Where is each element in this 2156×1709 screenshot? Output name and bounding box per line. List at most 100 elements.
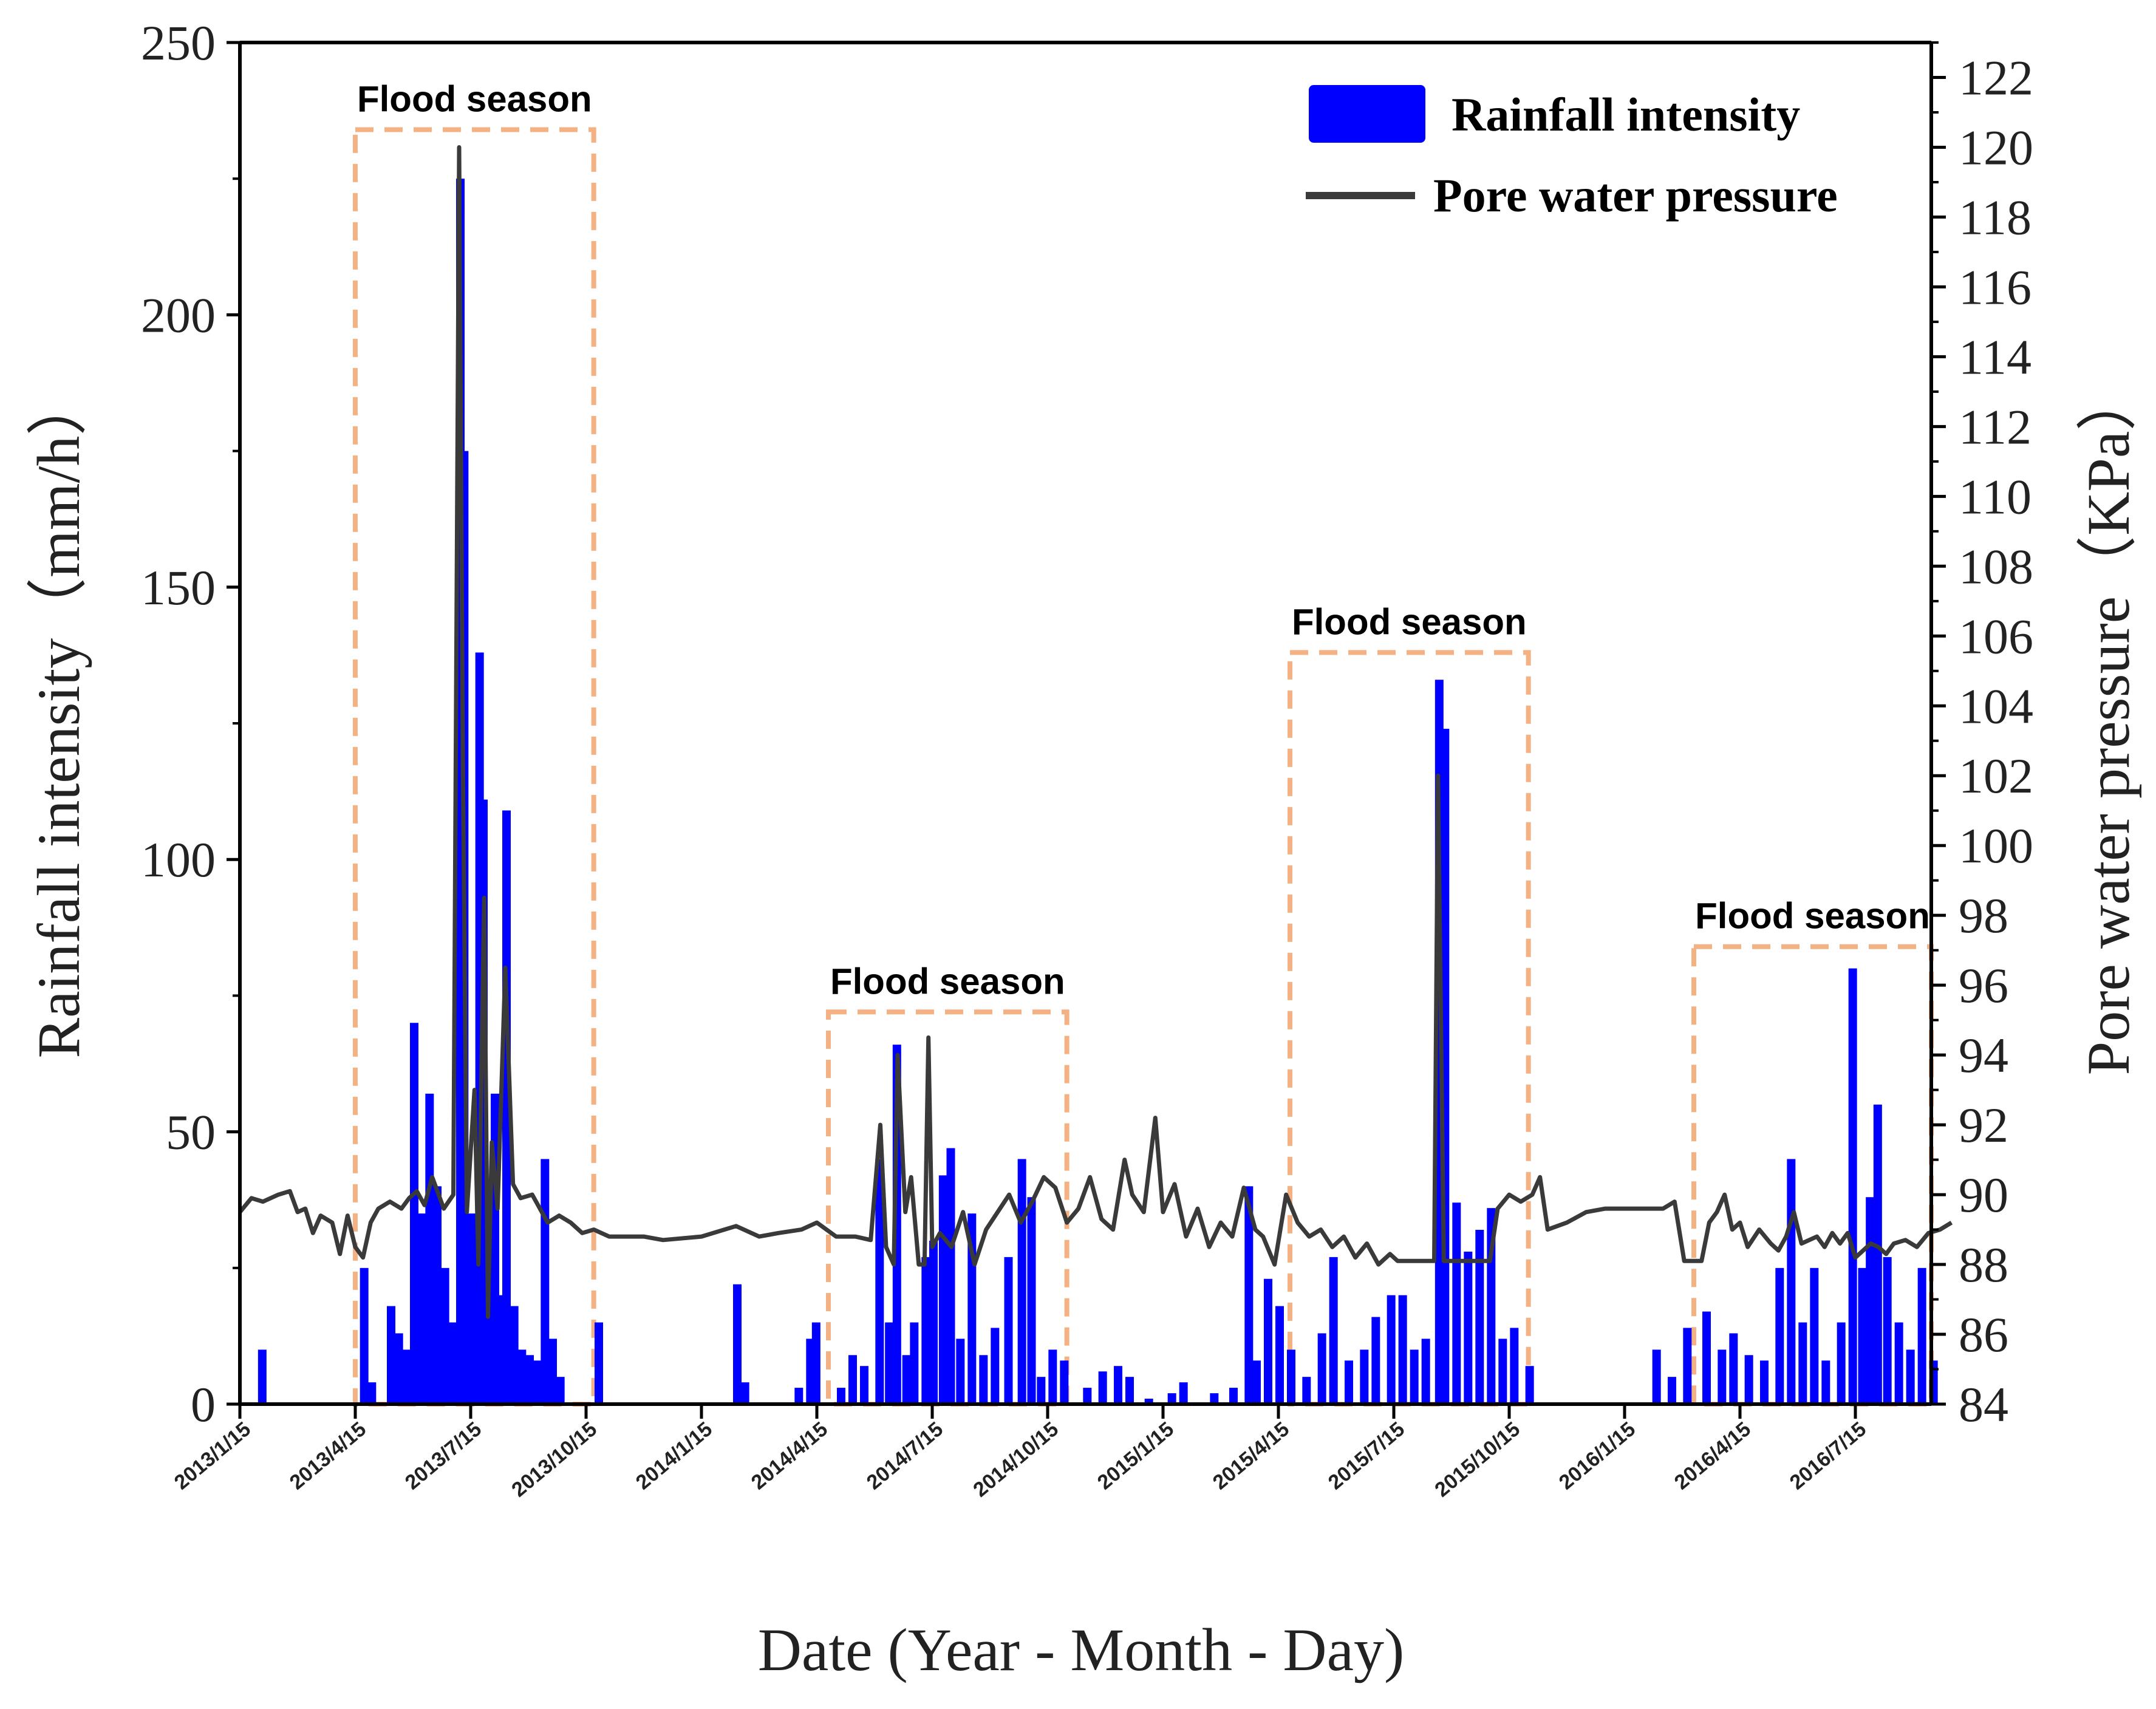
rainfall-bar-27 <box>548 1339 557 1404</box>
rainfall-bar-2 <box>360 1267 369 1404</box>
rainfall-bar-103 <box>1837 1322 1846 1404</box>
x-tick-label-13: 2016/1/15 <box>1555 1417 1640 1494</box>
rainfall-bar-89 <box>1525 1366 1534 1404</box>
rainfall-bar-59 <box>1114 1366 1122 1404</box>
rainfall-bar-102 <box>1821 1360 1830 1404</box>
rainfall-bar-8 <box>417 1213 426 1404</box>
rainfall-bar-68 <box>1264 1278 1272 1404</box>
rainfall-bar-97 <box>1760 1360 1769 1404</box>
x-tick-label-9: 2015/1/15 <box>1093 1417 1178 1494</box>
y-tick-label-250: 250 <box>141 15 216 70</box>
rainfall-bar-51 <box>1004 1257 1013 1404</box>
rainfall-bar-63 <box>1179 1382 1188 1404</box>
rainfall-bar-36 <box>848 1355 857 1404</box>
x-tick-label-3: 2013/7/15 <box>401 1417 486 1494</box>
rainfall-bar-75 <box>1360 1349 1369 1404</box>
rainfall-bar-60 <box>1125 1377 1134 1404</box>
y2-tick-label-114: 114 <box>1959 329 2031 384</box>
rainfall-bar-58 <box>1098 1371 1107 1404</box>
rainfall-bar-109 <box>1894 1322 1903 1404</box>
rainfall-bar-42 <box>910 1322 919 1404</box>
y2-tick-label-108: 108 <box>1959 539 2033 594</box>
rainfall-bar-46 <box>946 1148 955 1404</box>
rainfall-bar-74 <box>1345 1360 1353 1404</box>
rainfall-bar-57 <box>1083 1388 1092 1404</box>
x-tick-label-12: 2015/10/15 <box>1430 1417 1524 1501</box>
rainfall-bar-110 <box>1906 1349 1915 1404</box>
rainfall-bar-64 <box>1210 1393 1219 1404</box>
x-tick-label-8: 2014/10/15 <box>969 1417 1063 1501</box>
rainfall-bar-30 <box>733 1284 742 1404</box>
rainfall-bar-35 <box>837 1388 845 1404</box>
rainfall-bar-85 <box>1475 1230 1484 1404</box>
y2-axis-title: Pore water pressure（KPa） <box>2075 370 2142 1076</box>
rainfall-bar-79 <box>1410 1349 1419 1404</box>
rainfall-bar-10 <box>433 1186 442 1404</box>
flood-season-label-3: Flood season <box>1292 601 1527 642</box>
rainfall-bar-104 <box>1848 968 1857 1404</box>
rainfall-bar-38 <box>875 1159 884 1404</box>
rainfall-bar-24 <box>525 1355 534 1404</box>
rainfall-bar-93 <box>1702 1311 1711 1404</box>
pore-pressure-line <box>238 145 1953 1319</box>
legend-label-pressure: Pore water pressure <box>1433 169 1838 222</box>
rainfall-bar-111 <box>1917 1267 1926 1404</box>
x-tick-label-11: 2015/7/15 <box>1324 1417 1409 1494</box>
rainfall-bar-70 <box>1287 1349 1295 1404</box>
y-tick-label-200: 200 <box>141 287 216 343</box>
rainfall-bar-56 <box>1060 1360 1069 1404</box>
y2-tick-label-106: 106 <box>1959 609 2033 664</box>
rainfall-bar-47 <box>956 1339 965 1404</box>
rainfall-bar-66 <box>1244 1186 1254 1404</box>
rainfall-bar-44 <box>929 1240 938 1404</box>
rainfall-bar-1 <box>258 1349 267 1404</box>
rainfall-bar-98 <box>1775 1267 1784 1404</box>
y-tick-label-100: 100 <box>141 832 216 887</box>
rainfall-bar-53 <box>1027 1197 1036 1404</box>
x-tick-label-7: 2014/7/15 <box>862 1417 947 1494</box>
rainfall-bar-80 <box>1421 1339 1430 1404</box>
rainfall-bar-28 <box>556 1377 565 1404</box>
y2-tick-label-100: 100 <box>1959 818 2033 873</box>
rainfall-bar-49 <box>979 1355 988 1404</box>
rainfall-bar-45 <box>938 1175 947 1404</box>
rainfall-bar-7 <box>410 1023 418 1404</box>
rainfall-bar-54 <box>1037 1377 1046 1404</box>
y2-tick-label-98: 98 <box>1959 888 2008 943</box>
x-tick-label-10: 2015/4/15 <box>1209 1417 1294 1494</box>
rainfall-bar-77 <box>1387 1295 1396 1404</box>
rainfall-bar-52 <box>1017 1159 1026 1404</box>
rainfall-bar-91 <box>1668 1377 1676 1404</box>
legend-label-rainfall: Rainfall intensity <box>1452 88 1800 141</box>
rainfall-bar-22 <box>510 1306 519 1404</box>
rainfall-bar-67 <box>1252 1360 1261 1404</box>
y2-tick-label-122: 122 <box>1959 50 2033 105</box>
flood-season-box-1 <box>353 127 596 1407</box>
rainfall-bar-87 <box>1498 1339 1507 1404</box>
rainfall-bar-106 <box>1866 1197 1875 1404</box>
y2-tick-label-90: 90 <box>1959 1167 2008 1223</box>
x-tick-label-2: 2013/4/15 <box>285 1417 370 1494</box>
y2-tick-label-104: 104 <box>1959 678 2033 734</box>
rainfall-bar-9 <box>425 1093 434 1404</box>
rainfall-bar-6 <box>402 1349 411 1404</box>
rainfall-bar-105 <box>1858 1267 1867 1404</box>
x-axis-title: Date (Year - Month - Day) <box>758 1616 1405 1683</box>
rainfall-bar-96 <box>1744 1355 1753 1404</box>
rainfall-bar-71 <box>1302 1377 1311 1404</box>
pressure-line-layer <box>238 145 1953 1319</box>
x-tick-label-6: 2014/4/15 <box>747 1417 832 1494</box>
rainfall-bar-23 <box>517 1349 527 1404</box>
y-tick-label-50: 50 <box>166 1105 216 1160</box>
y2-tick-label-86: 86 <box>1959 1307 2008 1362</box>
flood-season-label-1: Flood season <box>357 78 592 119</box>
y-tick-label-0: 0 <box>191 1377 216 1432</box>
rainfall-bar-101 <box>1810 1267 1819 1404</box>
flood-season-label-2: Flood season <box>830 961 1065 1001</box>
rainfall-bar-41 <box>902 1355 911 1404</box>
legend-swatch-rainfall <box>1309 85 1425 143</box>
rainfall-bar-84 <box>1464 1251 1473 1404</box>
rainfall-bar-69 <box>1275 1306 1284 1404</box>
rainfall-bar-39 <box>885 1322 894 1404</box>
